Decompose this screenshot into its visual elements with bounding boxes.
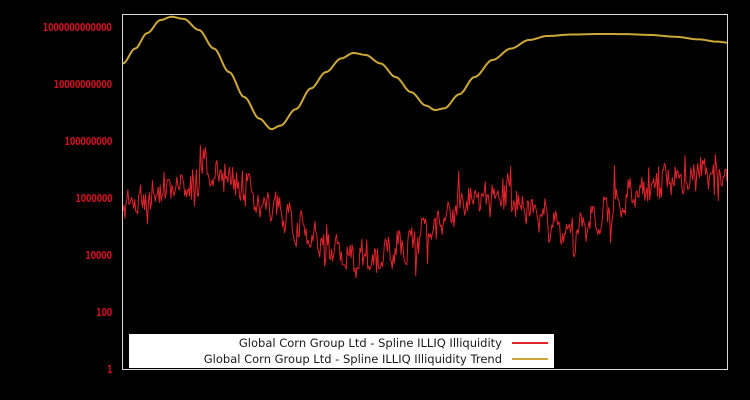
y-axis-tick-label: 100000000 bbox=[64, 134, 112, 148]
plot-area bbox=[122, 14, 728, 370]
legend-label-illiquidity: Global Corn Group Ltd - Spline ILLIQ Ill… bbox=[238, 336, 502, 350]
y-axis-tick-labels: 1000000000000 10000000000 100000000 1000000… bbox=[0, 0, 122, 400]
legend-item-illiquidity: Global Corn Group Ltd - Spline ILLIQ Ill… bbox=[129, 335, 548, 351]
legend-swatch-illiquidity-trend bbox=[512, 358, 548, 360]
y-axis-tick-label: 100 bbox=[96, 305, 112, 319]
legend-item-illiquidity-trend: Global Corn Group Ltd - Spline ILLIQ Ill… bbox=[129, 351, 548, 367]
chart-legend: Global Corn Group Ltd - Spline ILLIQ Ill… bbox=[129, 334, 554, 368]
y-axis-tick-label: 1000000000000 bbox=[43, 20, 112, 34]
plot-svg bbox=[123, 15, 727, 279]
legend-swatch-illiquidity bbox=[512, 342, 548, 344]
y-axis-tick-label: 1000000 bbox=[74, 191, 112, 205]
y-axis-tick-label: 10000 bbox=[85, 248, 113, 262]
series-line-illiquidity-trend bbox=[123, 15, 727, 131]
series-line-illiquidity bbox=[123, 144, 727, 279]
y-axis-tick-label: 1 bbox=[106, 363, 113, 376]
legend-label-illiquidity-trend: Global Corn Group Ltd - Spline ILLIQ Ill… bbox=[203, 352, 502, 366]
y-axis-tick-label: 10000000000 bbox=[53, 77, 112, 91]
